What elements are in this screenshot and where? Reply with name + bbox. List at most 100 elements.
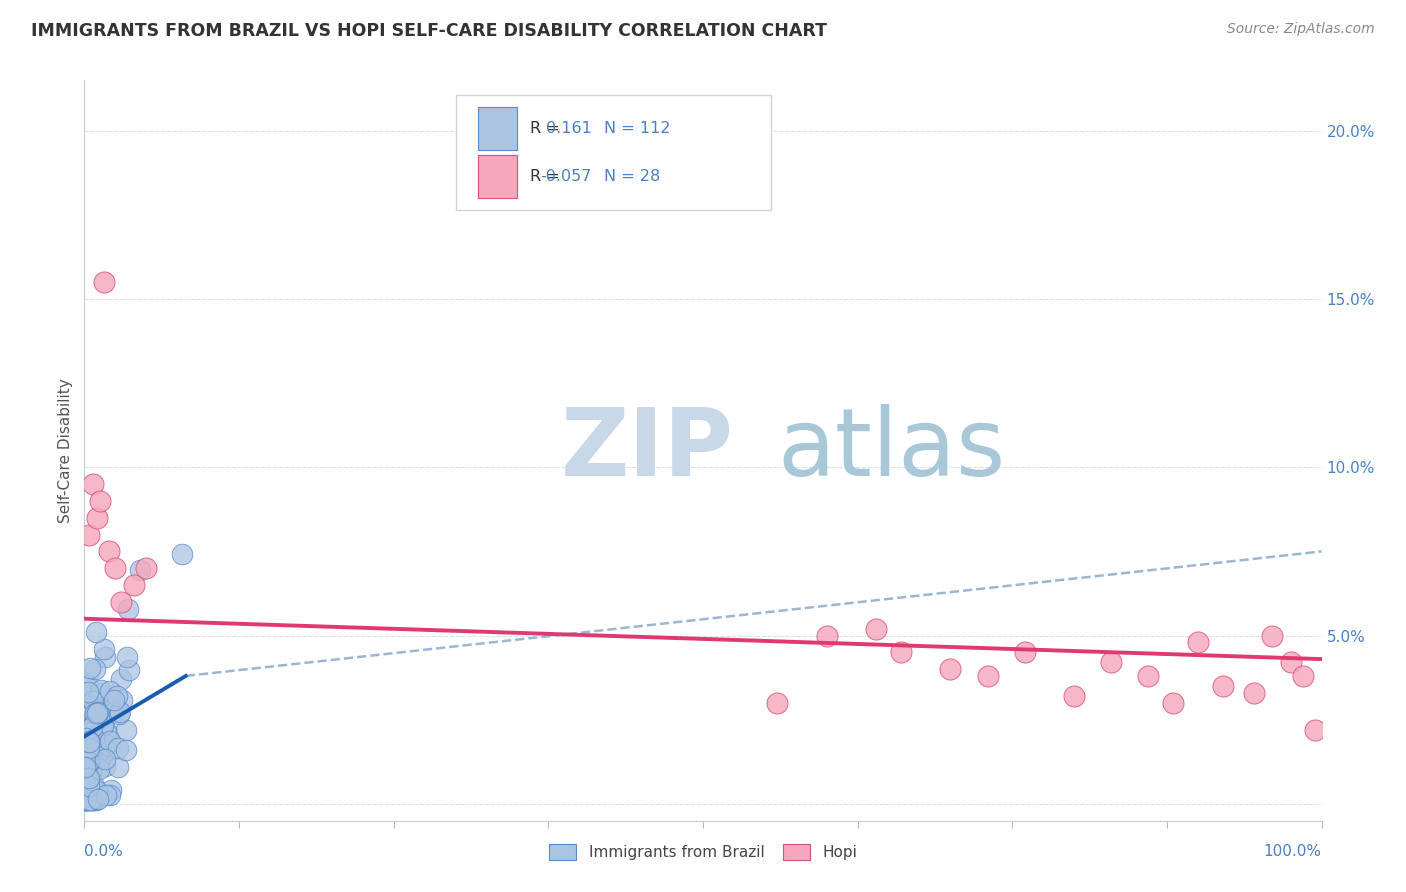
Point [94, 698, 117, 713]
Point [87, 705, 110, 719]
Point [82, 692, 104, 706]
Text: R =: R = [530, 121, 560, 136]
Point [976, 669, 998, 683]
Point [76, 756, 98, 770]
Point [1099, 656, 1122, 670]
Point [1161, 696, 1184, 710]
Point [1279, 656, 1302, 670]
Point [1137, 669, 1160, 683]
Text: N = 112: N = 112 [605, 121, 671, 136]
Point [103, 697, 125, 711]
Point [79, 768, 101, 782]
Point [1187, 635, 1209, 649]
Point [77, 684, 100, 698]
Point [77, 735, 100, 749]
Text: N = 28: N = 28 [605, 169, 661, 184]
Point [75, 793, 97, 807]
Point [91, 718, 114, 732]
Point [79, 777, 101, 791]
Point [76, 766, 98, 780]
Point [82, 793, 104, 807]
Point [75, 680, 97, 694]
Point [75, 777, 97, 791]
Point [90, 683, 112, 698]
Point [73, 750, 96, 764]
Point [1212, 679, 1234, 693]
Point [1063, 689, 1085, 703]
Point [80, 764, 103, 778]
Point [79, 724, 101, 739]
Point [86, 783, 108, 797]
Point [1243, 686, 1265, 700]
Point [93, 751, 115, 765]
Point [111, 693, 134, 707]
Point [890, 645, 912, 659]
Point [107, 741, 129, 756]
Point [76, 749, 98, 764]
Point [76, 793, 98, 807]
Point [115, 650, 138, 665]
Point [75, 793, 97, 807]
Point [79, 527, 101, 541]
Point [77, 793, 100, 807]
Text: 0.0%: 0.0% [84, 845, 124, 859]
Point [108, 705, 131, 719]
Point [73, 760, 96, 774]
Point [96, 788, 118, 802]
Point [80, 720, 103, 734]
Text: R =: R = [530, 169, 560, 184]
Point [77, 746, 100, 760]
Point [96, 724, 118, 739]
FancyBboxPatch shape [478, 106, 517, 150]
Point [82, 793, 104, 807]
Point [93, 642, 115, 657]
Point [89, 762, 111, 776]
Point [75, 731, 97, 746]
Text: 100.0%: 100.0% [1264, 845, 1322, 859]
Point [172, 547, 194, 561]
Point [75, 730, 97, 744]
Point [79, 779, 101, 793]
Point [939, 662, 962, 676]
Point [117, 663, 139, 677]
Point [79, 661, 101, 675]
Point [98, 544, 121, 558]
Point [110, 673, 132, 687]
Point [110, 595, 132, 609]
Point [1014, 645, 1036, 659]
Point [91, 728, 114, 742]
FancyBboxPatch shape [456, 95, 770, 210]
Point [89, 686, 111, 700]
Point [98, 788, 121, 802]
Point [129, 564, 152, 578]
Point [122, 578, 145, 592]
Point [135, 561, 157, 575]
Text: atlas: atlas [778, 404, 1005, 497]
Point [83, 731, 105, 746]
Text: Source: ZipAtlas.com: Source: ZipAtlas.com [1227, 22, 1375, 37]
Point [107, 759, 129, 773]
Point [75, 764, 97, 779]
Point [77, 755, 100, 769]
Point [100, 783, 122, 797]
Point [114, 742, 136, 756]
Point [98, 683, 121, 698]
Point [115, 723, 138, 737]
Point [84, 706, 107, 720]
Text: ZIP: ZIP [561, 404, 734, 497]
Point [73, 729, 96, 743]
Point [77, 793, 100, 807]
Point [83, 662, 105, 676]
Point [79, 739, 101, 753]
Point [87, 792, 110, 806]
Point [80, 755, 103, 769]
Point [76, 783, 98, 797]
Point [76, 677, 98, 691]
Point [75, 750, 97, 764]
Point [82, 704, 104, 718]
Point [105, 689, 128, 703]
Point [77, 772, 100, 786]
Point [1292, 669, 1315, 683]
Point [84, 706, 107, 720]
Text: IMMIGRANTS FROM BRAZIL VS HOPI SELF-CARE DISABILITY CORRELATION CHART: IMMIGRANTS FROM BRAZIL VS HOPI SELF-CARE… [31, 22, 827, 40]
